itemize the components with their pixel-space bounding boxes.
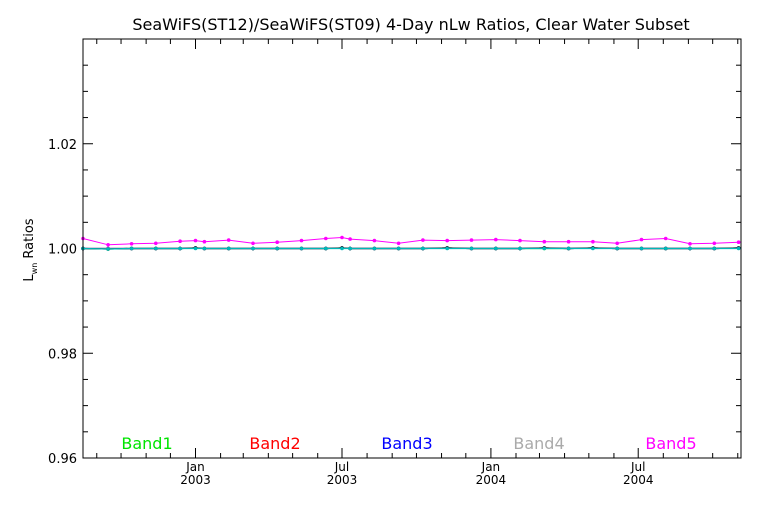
x-tick-year-label: 2004 xyxy=(476,473,507,487)
data-point-series-7 xyxy=(494,246,498,251)
data-point-band5 xyxy=(615,241,619,246)
data-point-series-7 xyxy=(193,246,198,251)
data-point-band5 xyxy=(129,242,134,246)
data-point-series-7 xyxy=(566,246,571,251)
data-point-series-7 xyxy=(154,246,158,251)
x-tick-month-label: Jan xyxy=(185,460,205,474)
data-point-series-7 xyxy=(372,246,377,251)
legend-item-band4: Band4 xyxy=(513,434,564,453)
data-point-band5 xyxy=(106,243,110,247)
series-line-series-7 xyxy=(82,247,739,250)
data-point-band5 xyxy=(591,239,595,244)
data-point-series-7 xyxy=(178,246,182,251)
data-point-series-7 xyxy=(275,246,280,251)
data-point-band5 xyxy=(566,239,571,244)
x-tick-month-label: Jul xyxy=(630,460,645,474)
y-tick-label: 0.98 xyxy=(48,347,77,362)
data-point-series-7 xyxy=(129,246,134,251)
data-point-band5 xyxy=(396,241,401,246)
data-point-band5 xyxy=(251,241,255,246)
data-point-band5 xyxy=(178,239,182,243)
y-tick-label: 1.00 xyxy=(48,243,77,258)
y-axis-label-sub: wn xyxy=(30,263,39,275)
plot-frame xyxy=(82,38,742,459)
data-point-band5 xyxy=(712,241,717,246)
data-point-series-7 xyxy=(202,246,207,251)
data-point-series-7 xyxy=(226,246,231,251)
data-point-series-7 xyxy=(469,246,474,251)
data-point-band5 xyxy=(494,237,498,242)
legend-item-band1: Band1 xyxy=(121,434,172,453)
legend-item-band3: Band3 xyxy=(381,434,432,453)
data-point-series-7 xyxy=(251,246,255,251)
data-point-band5 xyxy=(421,238,425,242)
data-point-band5 xyxy=(542,239,547,244)
data-point-band5 xyxy=(518,238,522,243)
data-point-band5 xyxy=(275,240,280,244)
data-point-band5 xyxy=(736,240,741,244)
data-point-series-7 xyxy=(639,246,644,251)
data-point-band5 xyxy=(445,238,450,243)
data-point-series-7 xyxy=(348,246,352,251)
data-point-band5 xyxy=(193,238,198,243)
data-point-series-7 xyxy=(712,246,717,251)
x-tick-year-label: 2003 xyxy=(327,473,358,487)
series-line-band5 xyxy=(82,236,739,246)
data-point-band5 xyxy=(202,239,207,244)
data-point-band5 xyxy=(154,241,158,246)
data-point-series-7 xyxy=(299,246,304,251)
data-point-band5 xyxy=(340,235,344,240)
data-point-series-7 xyxy=(324,246,328,251)
data-point-band5 xyxy=(469,238,474,242)
data-point-band5 xyxy=(348,237,352,241)
y-tick-label: 1.02 xyxy=(48,138,77,153)
data-point-series-7 xyxy=(106,247,110,251)
data-point-series-7 xyxy=(591,246,595,251)
y-tick-label: 0.96 xyxy=(48,452,77,467)
svg-text:Lwn Ratios: Lwn Ratios xyxy=(22,218,39,281)
data-point-band5 xyxy=(663,236,668,241)
data-point-series-7 xyxy=(663,246,668,251)
data-point-band5 xyxy=(688,242,692,246)
data-point-series-7 xyxy=(421,246,425,251)
data-point-series-7 xyxy=(518,246,522,251)
x-tick-year-label: 2004 xyxy=(623,473,654,487)
data-point-band5 xyxy=(226,238,231,242)
x-tick-year-label: 2003 xyxy=(180,473,211,487)
data-point-series-7 xyxy=(542,246,547,251)
y-axis-label: Lwn Ratios xyxy=(22,218,39,281)
x-tick-month-label: Jul xyxy=(334,460,349,474)
data-point-band5 xyxy=(639,237,644,242)
data-point-series-7 xyxy=(340,246,344,251)
data-point-series-7 xyxy=(396,246,401,251)
legend-item-band5: Band5 xyxy=(645,434,696,453)
y-axis-label-rest: Ratios xyxy=(22,218,37,263)
data-point-band5 xyxy=(299,238,304,243)
data-point-series-7 xyxy=(615,246,619,251)
legend-item-band2: Band2 xyxy=(249,434,300,453)
y-axis-label-main: L xyxy=(22,274,37,282)
data-point-band5 xyxy=(324,236,328,241)
x-tick-month-label: Jan xyxy=(481,460,501,474)
data-point-band5 xyxy=(372,238,377,243)
chart-title: SeaWiFS(ST12)/SeaWiFS(ST09) 4-Day nLw Ra… xyxy=(132,15,689,34)
data-point-series-7 xyxy=(445,246,450,251)
data-point-series-7 xyxy=(688,246,692,251)
data-point-series-7 xyxy=(736,246,741,251)
